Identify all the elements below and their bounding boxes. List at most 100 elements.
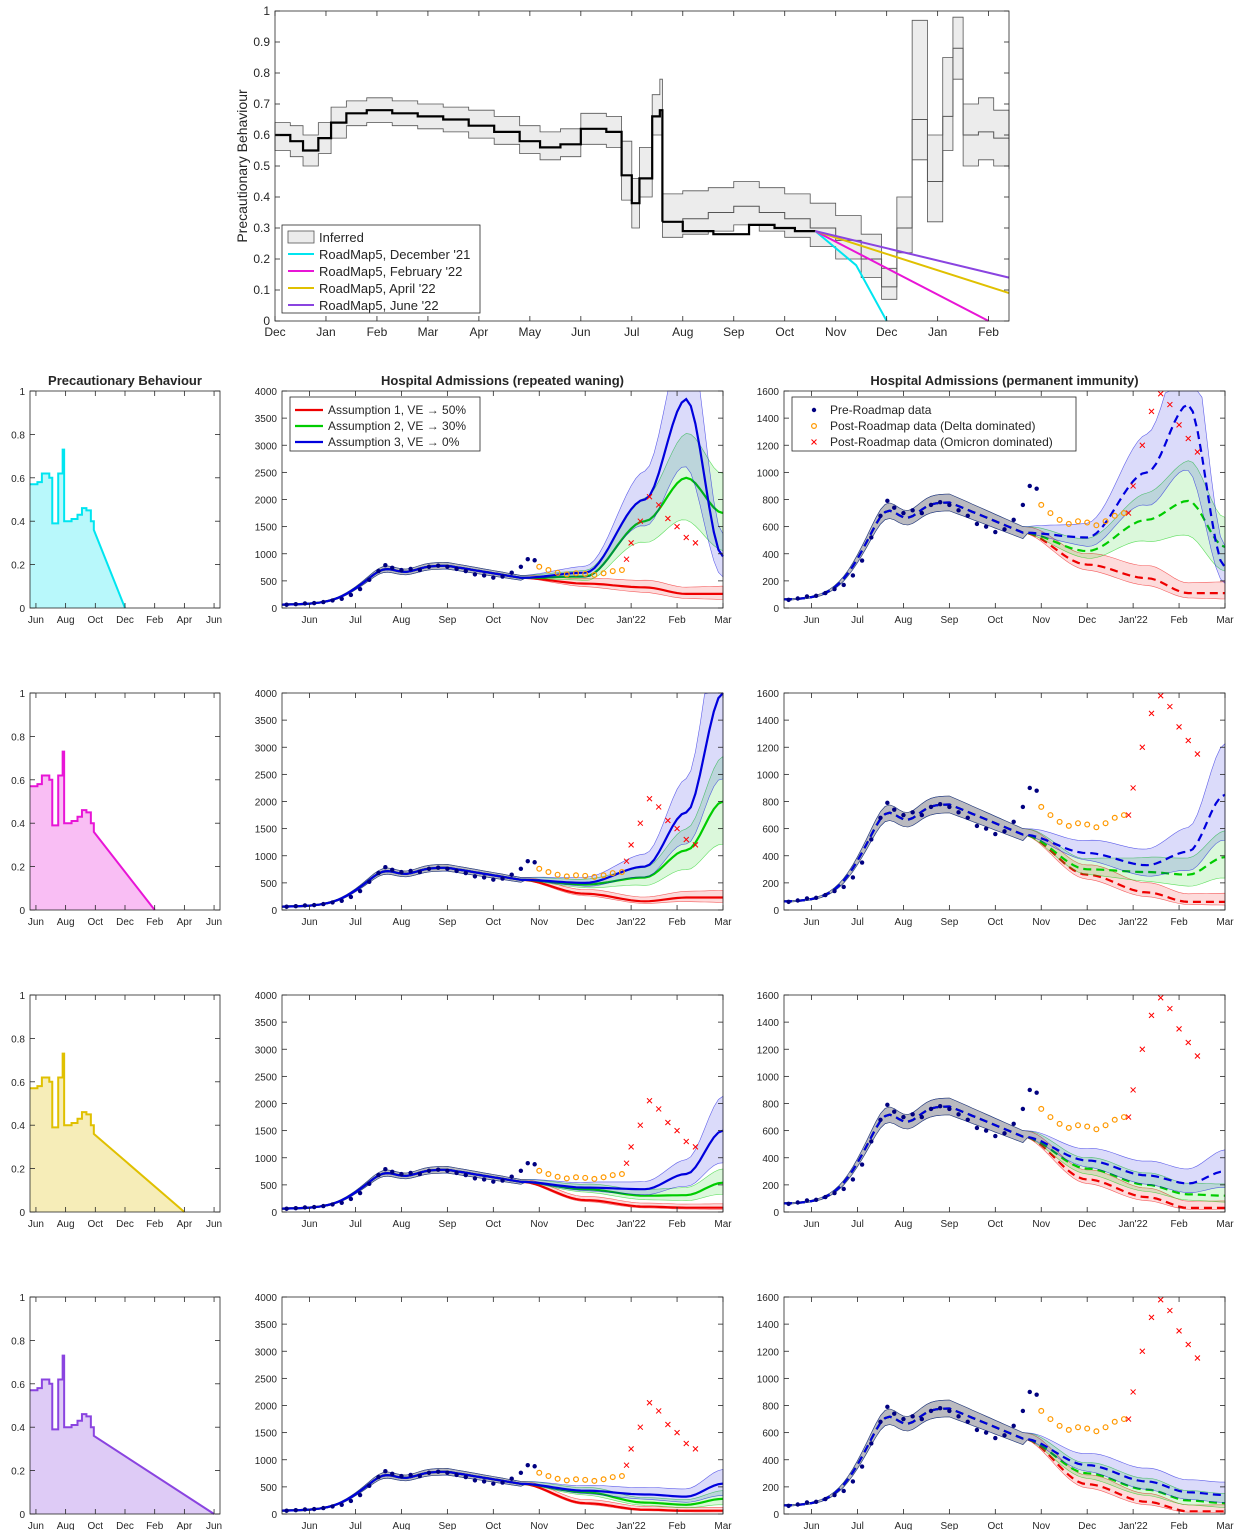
delta-point	[1038, 1407, 1045, 1414]
projection-line	[783, 403, 1226, 601]
y-tick-label: 3000	[255, 441, 278, 452]
pre-roadmap-point	[463, 1172, 468, 1178]
y-tick-label: 0.2	[11, 863, 25, 874]
pre-roadmap-point	[339, 596, 344, 601]
x-tick-label: Oct	[88, 1219, 104, 1230]
pre-roadmap-point	[1002, 1433, 1007, 1438]
pre-roadmap-point	[383, 1166, 388, 1172]
legend-label: Assumption 1, VE → 50%	[328, 403, 466, 417]
x-tick-label: Apr	[470, 325, 489, 339]
pre-roadmap-point	[532, 1162, 537, 1167]
pre-roadmap-point	[947, 1106, 952, 1112]
y-tick-label: 2500	[255, 770, 278, 781]
pre-roadmap-point	[786, 1201, 791, 1207]
pre-roadmap-point	[348, 592, 354, 598]
x-tick-label: Apr	[177, 917, 193, 928]
y-tick-label: 0	[271, 1208, 277, 1219]
y-tick-label: 1400	[757, 1320, 780, 1331]
pre-roadmap-point	[919, 510, 925, 516]
omicron-point	[1176, 422, 1182, 428]
pre-roadmap-point	[1027, 1389, 1032, 1395]
pre-roadmap-point	[348, 894, 354, 900]
y-tick-label: 600	[762, 523, 779, 534]
pre-roadmap-point	[859, 1464, 865, 1469]
delta-point	[1111, 512, 1118, 519]
pre-roadmap-point	[399, 1473, 404, 1479]
legend: Inferred RoadMap5, December '21 RoadMap5, …	[281, 224, 481, 314]
pre-roadmap-point	[974, 1125, 980, 1131]
pre-roadmap-point	[974, 521, 980, 527]
delta-point	[618, 1171, 625, 1178]
pre-roadmap-point	[445, 564, 450, 569]
pre-roadmap-point	[445, 866, 450, 871]
pre-roadmap-point	[892, 1411, 897, 1416]
delta-point	[609, 1474, 616, 1481]
pre-roadmap-point	[376, 1172, 381, 1178]
y-tick-label: 1	[19, 387, 25, 398]
omicron-point	[665, 515, 671, 522]
pre-roadmap-point	[1034, 1090, 1039, 1095]
pre-roadmap-point	[786, 899, 791, 905]
delta-point	[1120, 1416, 1127, 1423]
pre-roadmap-point	[509, 570, 514, 575]
pre-roadmap-point	[1002, 527, 1007, 532]
pre-roadmap-point	[1034, 1392, 1039, 1397]
x-tick-label: Nov	[530, 917, 548, 928]
pre-roadmap-point	[956, 508, 961, 513]
pre-roadmap-point	[399, 869, 404, 875]
x-tick-label: Feb	[1170, 1219, 1188, 1230]
pre-roadmap-point	[293, 602, 298, 607]
pre-roadmap-point	[390, 1471, 395, 1477]
pre-roadmap-point	[399, 1171, 404, 1177]
x-tick-label: Nov	[530, 1219, 548, 1230]
y-tick-label: 1500	[255, 1127, 278, 1138]
x-tick-label: Oct	[988, 1219, 1004, 1230]
pre-roadmap-point	[919, 812, 925, 818]
y-tick-label: 1200	[757, 441, 780, 452]
pre-roadmap-point	[1027, 1087, 1032, 1093]
pre-roadmap-point	[928, 1408, 934, 1414]
omicron-point	[1167, 703, 1173, 710]
legend-label: Post-Roadmap data (Omicron dominated)	[830, 435, 1053, 449]
behaviour-panel: 0 0.2 0.4 0.6 0.8 1 Jun Aug Oct Dec Feb Apr Jun	[11, 991, 222, 1230]
x-tick-label: Jun	[28, 1521, 44, 1530]
x-tick-label: Jul	[851, 1219, 864, 1230]
column-title: Hospital Admissions (repeated waning)	[381, 373, 624, 388]
pre-roadmap-point	[901, 1114, 906, 1120]
pre-roadmap-point	[937, 500, 943, 505]
pre-roadmap-point	[869, 535, 874, 540]
y-tick-label: 200	[762, 1181, 779, 1192]
pre-roadmap-point	[302, 1205, 308, 1210]
behaviour-panel: 0 0.2 0.4 0.6 0.8 1 Jun Aug Oct Dec Feb Apr Jun	[11, 387, 222, 626]
delta-point	[600, 872, 607, 879]
pre-roadmap-point	[1002, 1131, 1007, 1136]
pre-roadmap-point	[1034, 486, 1039, 491]
y-tick-label: 0.2	[253, 252, 270, 266]
y-tick-label: 1000	[255, 1456, 278, 1467]
omicron-point	[1176, 1328, 1182, 1334]
x-tick-label: Feb	[146, 917, 164, 928]
pre-roadmap-point	[518, 866, 524, 871]
delta-point	[1038, 803, 1045, 810]
behaviour-panel: 0 0.2 0.4 0.6 0.8 1 Jun Aug Oct Dec Feb Apr Jun	[11, 1293, 222, 1530]
y-tick-label: 0.2	[11, 561, 25, 572]
y-tick-label: 0	[19, 1208, 25, 1219]
pre-roadmap-point	[472, 1176, 478, 1181]
omicron-point	[655, 1106, 662, 1112]
y-axis-label: Precautionary Behaviour	[234, 89, 250, 243]
x-tick-label: Sep	[438, 917, 456, 928]
omicron-point	[1125, 510, 1132, 516]
omicron-point	[1130, 785, 1136, 791]
x-tick-label: Mar	[1216, 615, 1234, 626]
y-tick-label: 3500	[255, 1018, 278, 1029]
pre-roadmap-point	[813, 593, 819, 598]
y-tick-label: 1000	[757, 468, 780, 479]
delta-point	[1084, 1123, 1091, 1130]
omicron-point	[1148, 408, 1155, 415]
x-tick-label: Feb	[668, 1219, 686, 1230]
pre-roadmap-point	[348, 1498, 354, 1504]
y-tick-label: 3000	[255, 1045, 278, 1056]
y-tick-label: 2000	[255, 496, 278, 507]
delta-point	[591, 1477, 598, 1484]
